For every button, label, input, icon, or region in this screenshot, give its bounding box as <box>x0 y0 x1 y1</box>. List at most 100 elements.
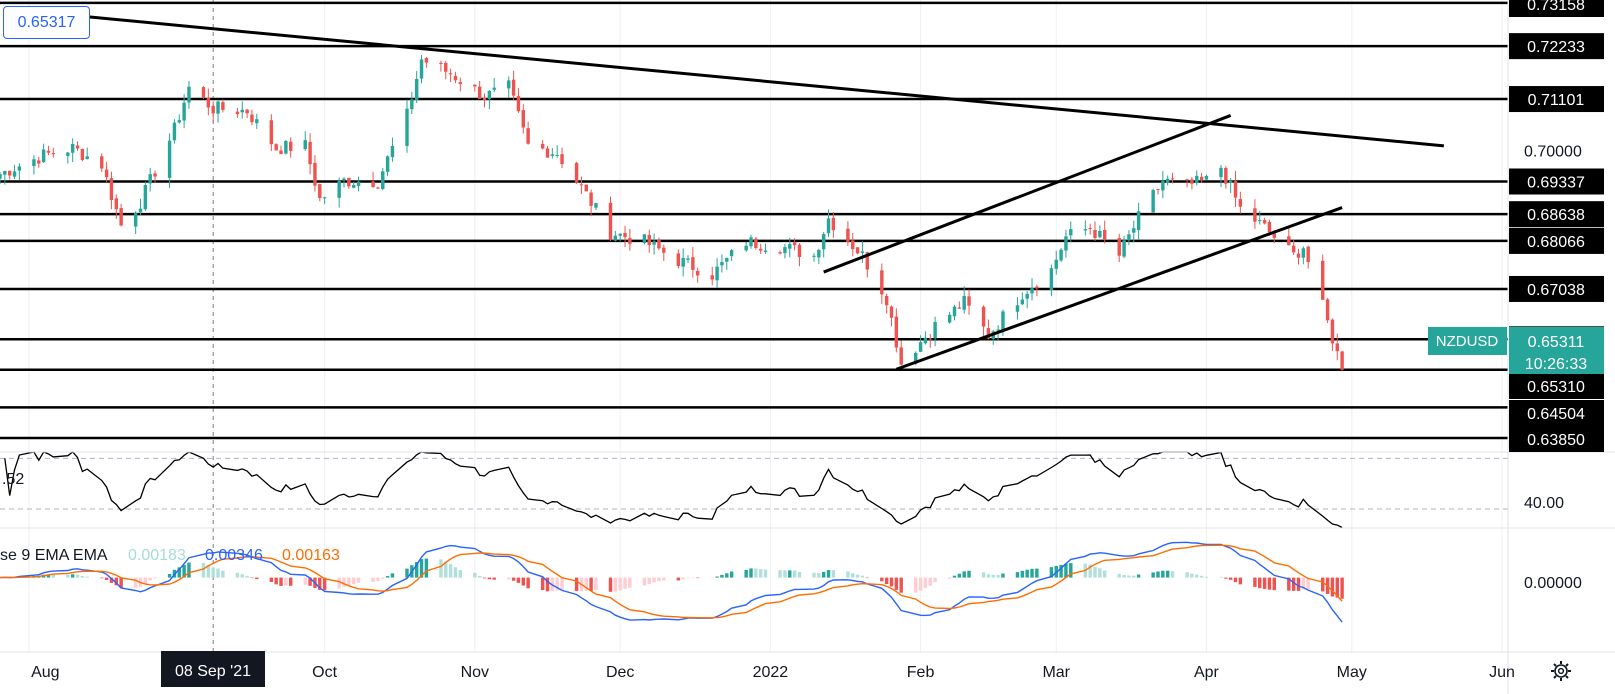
candle-body <box>686 258 690 260</box>
candle <box>1088 223 1092 235</box>
candle-body <box>0 174 2 179</box>
macd-histogram-bar <box>284 577 288 586</box>
macd-histogram-bar <box>308 577 312 586</box>
candle-body <box>458 82 463 85</box>
candle-body <box>279 150 283 155</box>
trendline[interactable] <box>823 114 1232 274</box>
candle <box>288 137 293 158</box>
candle <box>143 181 148 211</box>
candle <box>652 233 656 255</box>
macd-histogram-bar <box>453 567 458 578</box>
candle-body <box>32 159 36 167</box>
candle-body <box>584 184 588 192</box>
macd-histogram-bar <box>657 577 661 582</box>
current-price-tag <box>1509 327 1604 374</box>
macd-histogram-bar <box>473 572 477 578</box>
candle <box>376 186 380 190</box>
price-axis[interactable]: 0.73158 0.72233 0.71101 0.69337 0.68638 0.680… <box>1509 0 1604 452</box>
candle <box>80 148 85 162</box>
macd-histogram-bar <box>729 571 734 578</box>
candle-body <box>187 86 191 103</box>
candle-body <box>133 212 138 227</box>
candle <box>947 311 952 324</box>
candle <box>1253 199 1257 229</box>
macd-histogram-bar <box>817 573 821 578</box>
macd-histogram-bar <box>1262 577 1267 589</box>
candle-body <box>1321 260 1325 300</box>
candle <box>1321 254 1325 301</box>
candle <box>579 176 584 195</box>
macd-histogram-bar <box>390 573 395 578</box>
macd-pane <box>0 541 1344 623</box>
candle-body <box>1025 293 1029 299</box>
candle <box>695 267 700 283</box>
macd-histogram-bar <box>1291 577 1296 591</box>
candle <box>37 156 41 168</box>
macd-histogram-bar <box>695 577 700 579</box>
candle <box>322 196 327 205</box>
candle-body <box>337 180 341 198</box>
candle-body <box>657 239 661 249</box>
candle-body <box>914 353 918 364</box>
macd-histogram-bar <box>831 570 836 578</box>
candlesticks <box>0 54 1344 371</box>
macd-histogram-bar <box>448 564 453 578</box>
candle <box>318 183 322 202</box>
candle <box>526 121 530 145</box>
candle <box>1015 297 1020 320</box>
price-level-label: 0.71101 <box>1528 92 1585 109</box>
macd-histogram-bar <box>589 577 593 591</box>
candle-body <box>221 102 225 110</box>
trendlines[interactable] <box>19 8 1445 371</box>
macd-histogram-bar <box>1035 568 1039 578</box>
macd-histogram-bar <box>1098 568 1102 578</box>
candle <box>1020 292 1025 306</box>
candle <box>851 232 855 257</box>
macd-histogram-bar <box>952 575 957 578</box>
candle <box>269 114 274 151</box>
candle <box>477 81 482 100</box>
trendline[interactable] <box>895 206 1343 371</box>
macd-signal-value: 0.00163 <box>282 547 340 564</box>
candle <box>104 161 109 183</box>
candle-body <box>1151 190 1155 213</box>
candle-body <box>725 257 729 262</box>
candle-body <box>797 244 802 257</box>
symbol-tag <box>1428 327 1507 355</box>
candle-body <box>1098 231 1102 238</box>
candle <box>1136 202 1141 241</box>
time-axis[interactable]: Aug Oct Nov Dec 2022 Feb Mar Apr May Jun <box>31 664 1515 681</box>
candle <box>1296 248 1301 265</box>
candle <box>492 78 496 93</box>
candle <box>749 234 753 249</box>
macd-histogram-bar <box>1102 570 1107 578</box>
macd-histogram-bar <box>797 571 802 578</box>
candle-body <box>444 62 448 72</box>
candle <box>46 145 51 156</box>
candle-body <box>245 109 249 114</box>
macd-histogram-bar <box>662 577 666 581</box>
candle-body <box>1224 167 1228 184</box>
candle <box>1335 333 1339 361</box>
macd-histogram-bar <box>414 561 419 578</box>
candle <box>933 316 937 347</box>
candle-body <box>608 202 613 240</box>
candle <box>85 147 89 160</box>
macd-histogram-bar <box>250 577 254 579</box>
macd-histogram-bar <box>1233 577 1238 583</box>
trendline[interactable] <box>19 8 1445 148</box>
gear-icon[interactable] <box>1551 661 1571 681</box>
candle <box>167 133 172 188</box>
candle-body <box>376 187 380 189</box>
candle-body <box>613 235 618 241</box>
candle-body <box>206 97 211 108</box>
macd-histogram-bar <box>424 558 429 578</box>
candle-body <box>817 249 821 258</box>
macd-histogram-bar <box>1321 577 1325 592</box>
candle <box>1330 318 1335 352</box>
macd-histogram-bar <box>405 568 409 578</box>
candle <box>0 171 2 185</box>
candle <box>894 308 899 353</box>
macd-histogram-bar <box>1272 577 1276 591</box>
